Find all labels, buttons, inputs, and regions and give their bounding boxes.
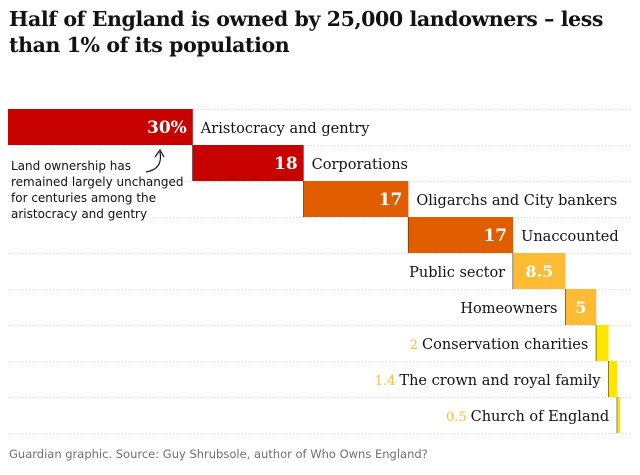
- bar: [608, 361, 618, 397]
- annotation-text: Land ownership has remained largely unch…: [11, 159, 184, 221]
- category-label: Homeowners: [460, 301, 557, 317]
- bar: [8, 109, 193, 145]
- value-label: 2: [410, 338, 418, 353]
- annotation-arrowhead: [154, 148, 165, 158]
- value-label: 18: [274, 154, 298, 174]
- category-label: Aristocracy and gentry: [200, 121, 370, 137]
- value-label: 5: [575, 298, 586, 317]
- value-label: 17: [379, 190, 403, 210]
- source-footer: Guardian graphic. Source: Guy Shrubsole,…: [9, 447, 428, 461]
- category-label: Corporations: [312, 157, 408, 173]
- value-label: 30%: [147, 118, 187, 138]
- value-label: 17: [483, 226, 507, 246]
- value-label: 1.4: [375, 374, 396, 389]
- bar: [303, 181, 409, 217]
- category-label: Church of England: [471, 409, 610, 425]
- category-label: Conservation charities: [422, 337, 588, 353]
- bar: [408, 217, 514, 253]
- annotation-arrow: [145, 151, 162, 173]
- bar: [565, 289, 597, 325]
- category-label: The crown and royal family: [399, 373, 601, 389]
- chart-title: Half of England is owned by 25,000 lando…: [9, 7, 604, 57]
- category-label: Oligarchs and City bankers: [416, 193, 617, 209]
- value-label: 8.5: [525, 262, 553, 281]
- bar: [617, 397, 621, 433]
- value-label: 0.5: [446, 410, 467, 425]
- bar: [596, 325, 609, 361]
- category-label: Unaccounted: [521, 229, 619, 245]
- category-label: Public sector: [409, 265, 505, 281]
- bar: [192, 145, 304, 181]
- bar: [513, 253, 566, 289]
